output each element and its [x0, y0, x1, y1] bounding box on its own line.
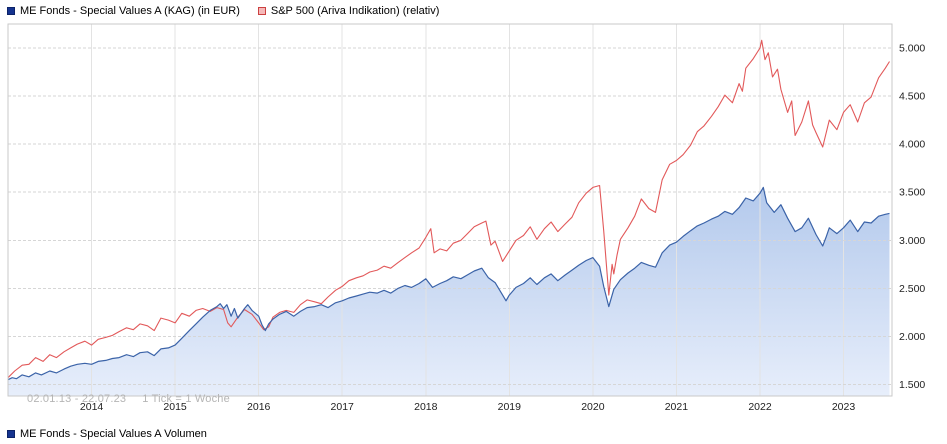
x-axis-year-label: 2016 [247, 401, 271, 413]
y-axis-price-label: 2.500 [899, 283, 925, 295]
legend-item-fund: ME Fonds - Special Values A (KAG) (in EU… [7, 4, 240, 18]
date-range-text: 02.01.13 - 22.07.23 [27, 393, 127, 405]
y-axis-price-label: 1.500 [899, 379, 925, 391]
y-axis-price-label: 3.500 [899, 187, 925, 199]
y-axis-price-label: 5.000 [899, 43, 925, 55]
x-axis-year-label: 2023 [832, 401, 856, 413]
x-axis-year-label: 2021 [665, 401, 689, 413]
legend-item-volume: ME Fonds - Special Values A Volumen [7, 427, 207, 441]
x-axis-year-label: 2020 [581, 401, 605, 413]
plot-border [7, 23, 893, 397]
chart-watermark: 02.01.13 - 22.07.23 1 Tick = 1 Woche [14, 381, 230, 417]
y-axis-price-label: 4.500 [899, 91, 925, 103]
fund-series-swatch-icon [7, 7, 15, 15]
sp500-line [7, 39, 890, 379]
legend-item-sp500: S&P 500 (Ariva Indikation) (relativ) [257, 4, 440, 18]
volume-series-swatch-icon [7, 430, 15, 438]
y-axis-price-label: 4.000 [899, 139, 925, 151]
sp500-series-label: S&P 500 (Ariva Indikation) (relativ) [270, 5, 440, 17]
x-axis-year-label: 2014 [80, 401, 104, 413]
footer-legend: ME Fonds - Special Values A Volumen [7, 427, 207, 441]
fund-area-fill [8, 187, 890, 396]
volume-series-label: ME Fonds - Special Values A Volumen [20, 428, 207, 440]
x-axis-year-label: 2017 [331, 401, 355, 413]
tick-interval-text: 1 Tick = 1 Woche [142, 393, 230, 405]
x-axis-year-label: 2022 [748, 401, 772, 413]
y-axis-price-label: 2.000 [899, 331, 925, 343]
fund-series-label: ME Fonds - Special Values A (KAG) (in EU… [20, 5, 240, 17]
x-axis-year-label: 2019 [498, 401, 522, 413]
y-axis-price-label: 3.000 [899, 235, 925, 247]
header-legend: ME Fonds - Special Values A (KAG) (in EU… [7, 4, 439, 18]
x-axis-year-label: 2015 [163, 401, 187, 413]
x-axis-year-label: 2018 [414, 401, 438, 413]
fund-line [7, 186, 890, 381]
sp500-series-swatch-icon [257, 7, 266, 15]
